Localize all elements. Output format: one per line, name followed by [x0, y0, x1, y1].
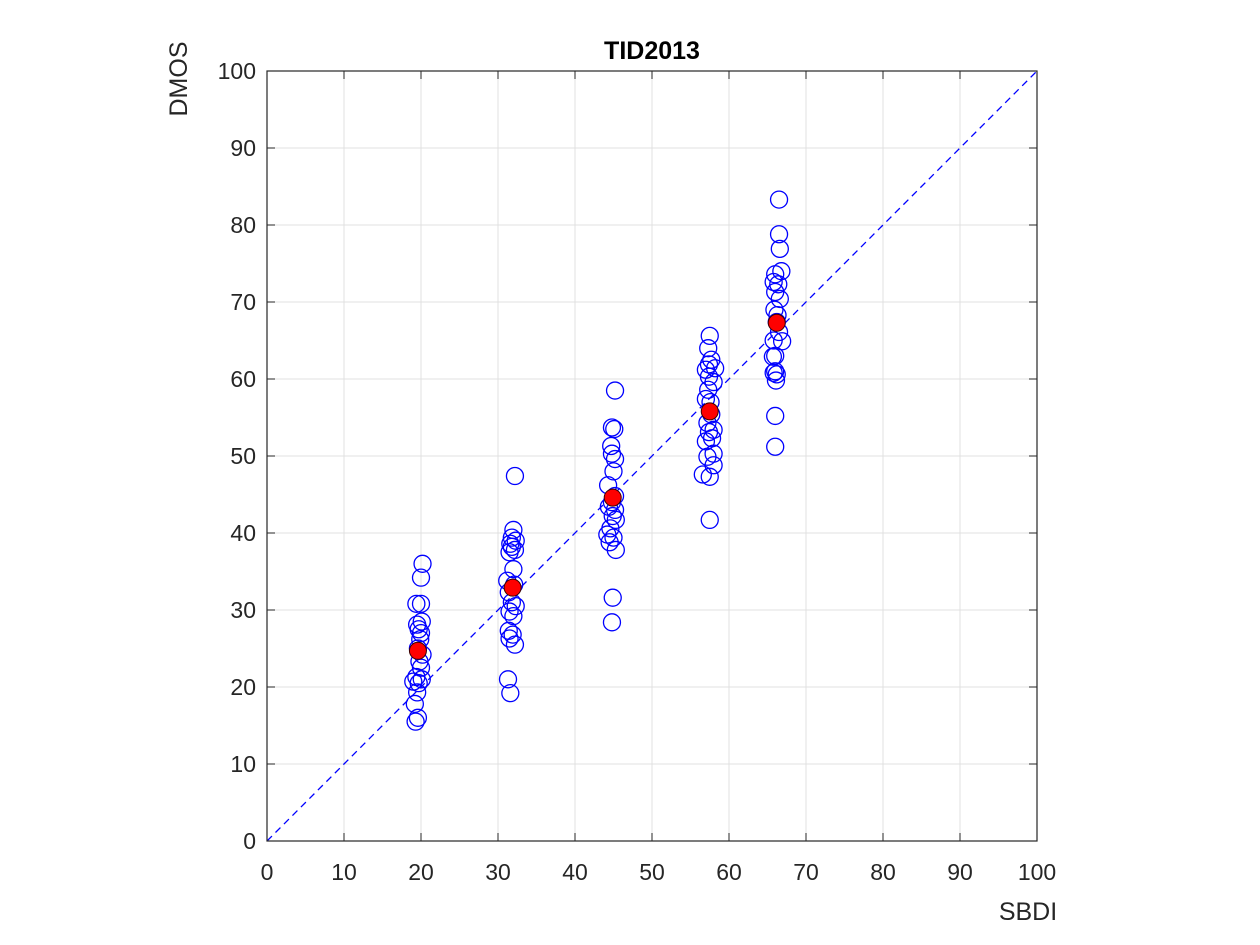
y-tick-label: 20	[230, 674, 256, 700]
y-tick-label: 60	[230, 366, 256, 392]
data-point	[700, 510, 719, 530]
y-tick-label: 10	[230, 751, 256, 777]
mean-point	[408, 641, 427, 660]
x-tick-label: 40	[562, 859, 588, 885]
reference-line	[266, 70, 1038, 842]
y-tick-label: 30	[230, 597, 256, 623]
x-tick-label: 30	[485, 859, 511, 885]
data-point	[501, 684, 520, 703]
data-point	[413, 554, 432, 573]
data-point	[504, 560, 523, 579]
data-point	[764, 272, 783, 292]
y-tick-label: 50	[230, 443, 256, 469]
data-point	[404, 672, 423, 691]
y-axis-label: DMOS	[165, 42, 193, 117]
data-point	[499, 621, 518, 640]
data-point	[702, 350, 721, 369]
data-point	[504, 607, 523, 626]
y-tick-label: 100	[218, 58, 256, 84]
data-point	[504, 520, 523, 540]
data-point	[766, 437, 785, 456]
data-point	[700, 467, 719, 486]
mean-point	[603, 488, 622, 507]
x-tick-label: 10	[331, 859, 357, 885]
data-point	[405, 694, 424, 714]
data-point	[699, 339, 718, 358]
data-point	[505, 540, 525, 560]
data-point	[407, 594, 426, 613]
data-point	[502, 528, 522, 547]
data-point	[699, 422, 719, 442]
data-point	[769, 225, 789, 244]
x-tick-label: 60	[716, 859, 742, 885]
y-tick-label: 90	[230, 135, 256, 161]
y-tick-label: 0	[243, 828, 256, 854]
data-point	[600, 533, 619, 552]
data-point	[700, 326, 719, 346]
data-point	[604, 462, 623, 481]
data-point	[693, 465, 712, 484]
data-point	[501, 534, 520, 553]
data-point	[498, 670, 518, 689]
mean-points	[408, 313, 786, 660]
x-tick-label: 100	[1018, 859, 1056, 885]
data-point	[769, 190, 789, 209]
data-point	[766, 406, 785, 426]
data-point	[705, 359, 725, 378]
data-point	[605, 449, 625, 469]
data-point	[500, 629, 519, 648]
ticks: 0 10 20 30 40 50 60 70 80 90 100 0 10 20 30 40 50 60 70 80 9…	[218, 58, 1057, 885]
data-point	[506, 531, 525, 550]
data-point	[763, 347, 783, 366]
data-point	[411, 623, 431, 643]
reference-line-group	[266, 70, 1038, 842]
data-point	[766, 362, 785, 381]
data-point	[406, 712, 425, 731]
data-point	[407, 683, 427, 702]
data-point	[766, 265, 785, 284]
y-tick-label: 70	[230, 289, 256, 315]
data-point	[411, 568, 431, 587]
data-point	[770, 239, 789, 259]
data-point	[764, 331, 783, 350]
data-point	[605, 381, 625, 400]
x-tick-label: 70	[793, 859, 819, 885]
data-point	[407, 615, 427, 634]
data-point	[767, 365, 786, 384]
data-point	[704, 420, 723, 439]
data-point	[602, 418, 622, 437]
data-point	[407, 667, 426, 687]
data-point	[603, 588, 622, 607]
data-point	[602, 444, 622, 463]
data-point	[764, 363, 783, 382]
data-point	[411, 594, 431, 613]
mean-point	[767, 313, 786, 332]
y-tick-label: 80	[230, 212, 256, 238]
data-point	[505, 466, 525, 486]
data-point	[503, 625, 522, 644]
data-point	[772, 332, 792, 351]
mean-point	[503, 578, 522, 597]
data-point	[605, 419, 624, 439]
data-point	[766, 371, 786, 390]
data-point	[412, 612, 431, 631]
x-tick-label: 80	[870, 859, 896, 885]
x-tick-label: 50	[639, 859, 665, 885]
data-point	[408, 708, 428, 727]
x-tick-label: 90	[947, 859, 973, 885]
y-tick-label: 40	[230, 520, 256, 546]
mean-point	[700, 402, 719, 421]
x-tick-label: 0	[261, 859, 274, 885]
data-point	[769, 275, 788, 294]
data-point	[500, 602, 519, 621]
data-point	[696, 360, 716, 379]
data-point	[602, 613, 622, 632]
chart-title: TID2013	[604, 37, 700, 65]
data-point	[699, 355, 719, 374]
x-axis-label: SBDI	[999, 898, 1057, 926]
x-tick-label: 20	[408, 859, 434, 885]
